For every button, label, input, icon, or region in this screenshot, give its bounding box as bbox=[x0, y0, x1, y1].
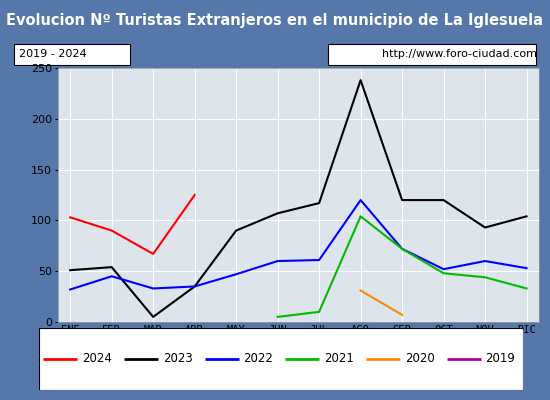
Text: 2024: 2024 bbox=[82, 352, 112, 366]
Text: http://www.foro-ciudad.com: http://www.foro-ciudad.com bbox=[382, 49, 537, 59]
Text: Evolucion Nº Turistas Extranjeros en el municipio de La Iglesuela: Evolucion Nº Turistas Extranjeros en el … bbox=[7, 14, 543, 28]
Text: 2019 - 2024: 2019 - 2024 bbox=[19, 49, 86, 59]
Text: 2023: 2023 bbox=[163, 352, 192, 366]
FancyBboxPatch shape bbox=[14, 44, 130, 65]
Text: 2020: 2020 bbox=[405, 352, 435, 366]
Text: 2021: 2021 bbox=[324, 352, 354, 366]
FancyBboxPatch shape bbox=[39, 328, 522, 390]
FancyBboxPatch shape bbox=[328, 44, 536, 65]
Text: 2019: 2019 bbox=[486, 352, 515, 366]
Text: 2022: 2022 bbox=[244, 352, 273, 366]
